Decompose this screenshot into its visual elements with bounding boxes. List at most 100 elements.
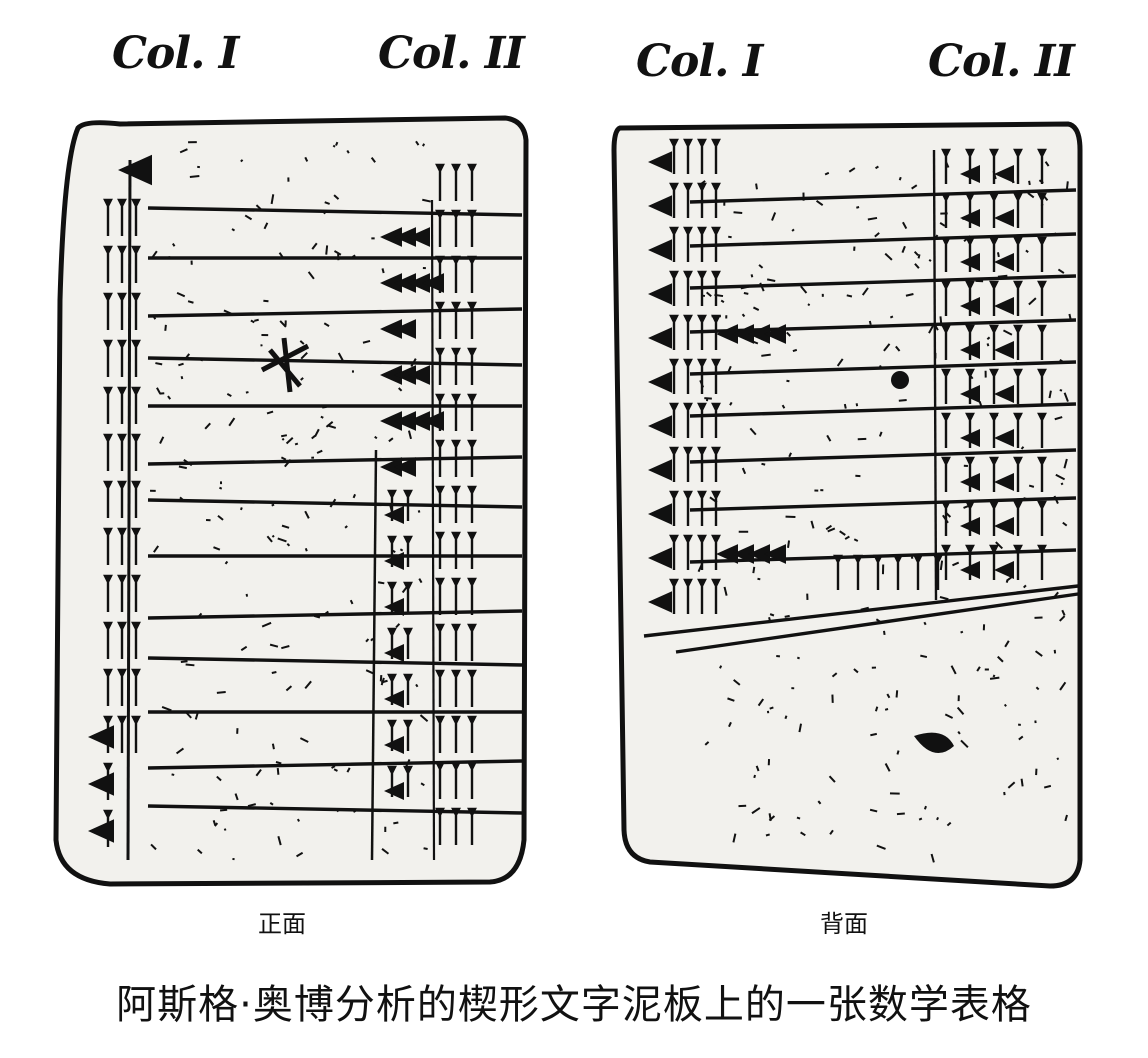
clay-speck bbox=[281, 645, 290, 650]
clay-speck bbox=[263, 222, 269, 230]
clay-speck bbox=[275, 761, 282, 765]
clay-speck bbox=[740, 285, 750, 290]
clay-speck bbox=[733, 211, 743, 215]
clay-speck bbox=[753, 774, 757, 779]
cuneiform-wedge bbox=[408, 365, 430, 385]
clay-speck bbox=[224, 560, 229, 565]
cuneiform-wedge bbox=[764, 544, 786, 564]
cuneiform-stroke bbox=[131, 574, 141, 612]
cuneiform-stroke bbox=[435, 715, 445, 753]
clay-speck bbox=[886, 693, 891, 699]
clay-speck bbox=[156, 387, 162, 395]
clay-speck bbox=[752, 566, 756, 574]
clay-speck bbox=[876, 844, 886, 850]
clay-speck bbox=[261, 621, 272, 628]
cuneiform-wedge bbox=[648, 195, 672, 217]
clay-speck bbox=[914, 263, 920, 269]
cuneiform-stroke bbox=[117, 386, 127, 424]
cuneiform-wedge bbox=[648, 503, 672, 525]
clay-speck bbox=[825, 524, 833, 531]
clay-speck bbox=[913, 250, 919, 256]
cuneiform-stroke bbox=[1037, 368, 1047, 404]
clay-speck bbox=[867, 216, 878, 221]
cuneiform-stroke bbox=[117, 245, 127, 283]
clay-speck bbox=[226, 393, 232, 397]
cuneiform-stroke bbox=[131, 527, 141, 565]
clay-speck bbox=[761, 462, 766, 466]
clay-speck bbox=[269, 643, 279, 648]
cuneiform-stroke bbox=[451, 715, 461, 753]
clay-speck bbox=[1020, 446, 1025, 450]
cuneiform-stroke bbox=[117, 198, 127, 236]
cuneiform-stroke bbox=[683, 358, 693, 394]
clay-speck bbox=[751, 807, 761, 815]
clay-specks bbox=[150, 140, 1072, 863]
clay-speck bbox=[197, 848, 203, 855]
clay-speck bbox=[266, 535, 273, 543]
cuneiform-stroke bbox=[1013, 544, 1023, 580]
clay-speck bbox=[346, 767, 351, 773]
clay-speck bbox=[325, 245, 329, 255]
clay-speck bbox=[219, 808, 228, 812]
clay-speck bbox=[271, 671, 277, 674]
cuneiform-wedge bbox=[384, 782, 404, 800]
tablets-drawing bbox=[53, 115, 1083, 889]
clay-speck bbox=[787, 540, 791, 548]
clay-speck bbox=[989, 676, 1000, 680]
cuneiform-stroke bbox=[941, 412, 951, 448]
cuneiform-stroke bbox=[1013, 456, 1023, 492]
clay-speck bbox=[212, 820, 217, 826]
clay-speck bbox=[784, 614, 790, 618]
cuneiform-wedge bbox=[960, 429, 980, 447]
clay-speck bbox=[992, 674, 996, 678]
cuneiform-wedge bbox=[732, 544, 754, 564]
cuneiform-stroke bbox=[403, 535, 413, 567]
ruling-line bbox=[147, 455, 523, 466]
clay-speck bbox=[729, 401, 733, 406]
cuneiform-wedge bbox=[394, 319, 416, 339]
clay-speck bbox=[316, 449, 323, 454]
clay-speck bbox=[875, 618, 883, 624]
cuneiform-wedge bbox=[994, 473, 1014, 491]
clay-speck bbox=[752, 306, 760, 311]
clay-speck bbox=[1063, 458, 1068, 469]
front-ruling-lines bbox=[126, 159, 523, 861]
cuneiform-wedge bbox=[384, 736, 404, 754]
clay-speck bbox=[150, 843, 157, 851]
clay-speck bbox=[1003, 703, 1007, 707]
clay-speck bbox=[1028, 484, 1035, 488]
clay-speck bbox=[786, 379, 790, 383]
clay-speck bbox=[928, 325, 934, 334]
cuneiform-stroke bbox=[451, 301, 461, 339]
clay-speck bbox=[1020, 778, 1024, 787]
clay-speck bbox=[1059, 359, 1063, 363]
clay-speck bbox=[918, 817, 923, 821]
clay-speck bbox=[930, 853, 935, 863]
cuneiform-stroke bbox=[711, 446, 721, 482]
clay-speck bbox=[963, 235, 971, 243]
cuneiform-stroke bbox=[117, 668, 127, 706]
cuneiform-stroke bbox=[131, 339, 141, 377]
clay-speck bbox=[331, 765, 336, 769]
cuneiform-stroke bbox=[941, 324, 951, 360]
cuneiform-stroke bbox=[697, 490, 707, 526]
ruling-line bbox=[147, 498, 523, 509]
cuneiform-stroke bbox=[451, 577, 461, 615]
cuneiform-stroke bbox=[435, 485, 445, 523]
clay-speck bbox=[923, 621, 927, 626]
cuneiform-wedge bbox=[384, 690, 404, 708]
cuneiform-stroke bbox=[131, 386, 141, 424]
clay-speck bbox=[861, 287, 869, 296]
clay-speck bbox=[1025, 249, 1029, 253]
clay-speck bbox=[420, 782, 425, 787]
cuneiform-stroke bbox=[131, 245, 141, 283]
clay-speck bbox=[884, 252, 893, 261]
clay-speck bbox=[791, 228, 795, 232]
clay-speck bbox=[415, 683, 419, 688]
clay-speck bbox=[407, 430, 412, 440]
cuneiform-stroke bbox=[435, 209, 445, 247]
clay-speck bbox=[285, 685, 293, 692]
cuneiform-stroke bbox=[893, 554, 903, 590]
cuneiform-stroke bbox=[103, 621, 113, 659]
clay-speck bbox=[939, 596, 949, 601]
